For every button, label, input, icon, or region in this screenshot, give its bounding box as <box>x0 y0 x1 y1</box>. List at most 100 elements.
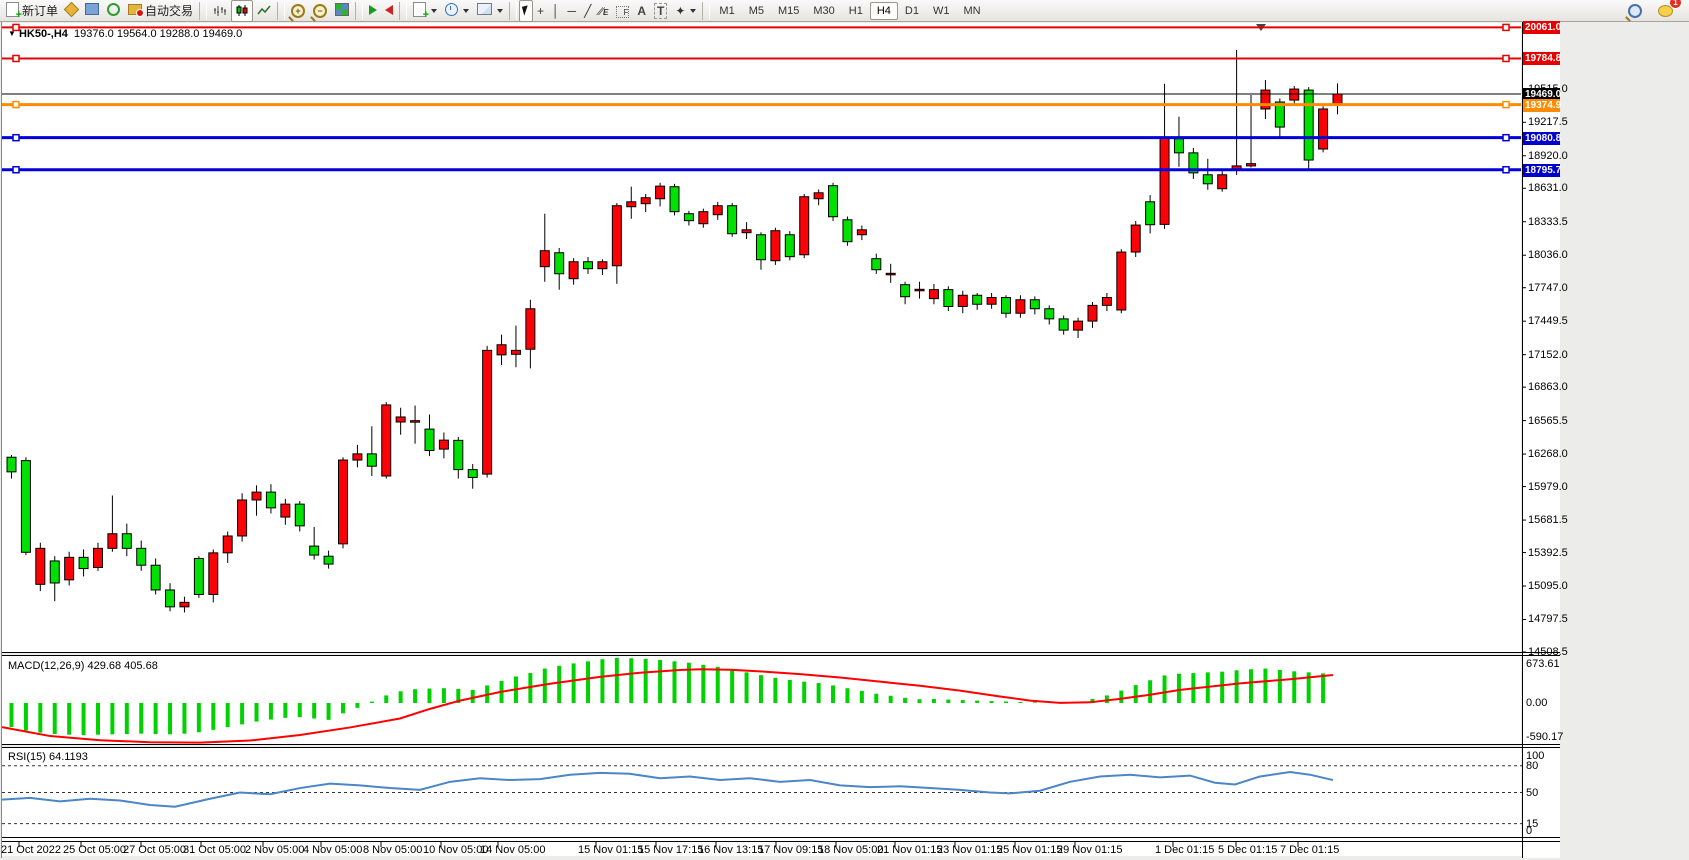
price-badge-20061.0: 20061.0 <box>1523 21 1562 35</box>
price-badge-19080.8: 19080.8 <box>1523 131 1562 145</box>
timeframe-d1[interactable]: D1 <box>904 4 919 17</box>
candle-body <box>784 234 795 258</box>
zoom-in-icon: + <box>291 3 306 18</box>
arrows-icon: ✦ <box>675 3 686 18</box>
periods-button[interactable] <box>441 0 473 22</box>
profiles-button[interactable] <box>81 0 103 22</box>
candle-body <box>92 547 103 568</box>
candle-body <box>856 229 867 236</box>
tile-windows-button[interactable] <box>331 0 353 22</box>
period-icon <box>445 2 459 19</box>
candle-body <box>1116 251 1127 311</box>
bar-chart-button[interactable] <box>209 0 231 22</box>
vertical-line-button[interactable]: │ <box>548 0 564 22</box>
trendline-button[interactable]: ╱ <box>580 0 595 22</box>
line-handle[interactable] <box>12 100 20 109</box>
chart-shift-button[interactable] <box>381 0 397 22</box>
candle-body <box>136 547 147 566</box>
market-watch-icon <box>107 2 121 19</box>
candle-body <box>366 453 377 467</box>
time-axis-label: 21 Oct 2022 <box>1 844 61 856</box>
text-label-button[interactable]: T <box>650 0 671 22</box>
line-handle[interactable] <box>1502 23 1510 32</box>
candle-body <box>568 261 579 280</box>
time-axis-label: 18 Nov 05:00 <box>818 844 884 856</box>
time-axis-label: 27 Oct 05:00 <box>123 844 186 856</box>
label-icon: T <box>654 2 668 19</box>
new-order-button[interactable]: 新订单 <box>2 0 62 22</box>
time-axis-label: 25 Oct 05:00 <box>63 844 126 856</box>
candle-body <box>265 491 276 509</box>
price-axis-label: 16863.0 <box>1528 381 1568 394</box>
crosshair-button[interactable]: + <box>533 0 548 22</box>
timeframe-w1[interactable]: W1 <box>932 4 950 17</box>
candle-body <box>6 456 17 473</box>
price-axis-label: 14797.5 <box>1528 613 1568 626</box>
arrows-button[interactable]: ✦ <box>671 0 700 22</box>
notifications-button[interactable]: 1 <box>1654 0 1682 22</box>
candle-body <box>1015 299 1026 314</box>
time-axis-label: 16 Nov 13:15 <box>698 844 764 856</box>
time-axis-label: 15 Nov 17:15 <box>638 844 704 856</box>
zoom-out-button[interactable]: − <box>309 0 331 22</box>
price-axis-label: 14508.5 <box>1528 646 1568 658</box>
market-watch-button[interactable] <box>103 0 124 22</box>
timeframe-mn[interactable]: MN <box>963 4 981 17</box>
line-handle[interactable] <box>1502 100 1510 109</box>
line-handle[interactable] <box>1502 166 1510 174</box>
autotrade-icon <box>128 3 145 18</box>
cursor-button[interactable] <box>519 0 534 22</box>
timeframe-m5[interactable]: M5 <box>748 4 764 17</box>
timeframe-m30[interactable]: M30 <box>813 4 835 17</box>
timeframe-h4[interactable]: H4 <box>869 1 898 20</box>
line-handle[interactable] <box>12 54 20 63</box>
time-axis-label: 4 Nov 05:00 <box>303 844 363 856</box>
chevron-down-icon <box>497 8 504 13</box>
line-handle[interactable] <box>1502 133 1510 142</box>
templates-button[interactable] <box>473 0 507 22</box>
line-handle[interactable] <box>12 23 20 32</box>
line-handle[interactable] <box>12 166 20 174</box>
timeframe-m1[interactable]: M1 <box>719 4 735 17</box>
candle-body <box>208 552 219 595</box>
candle-body <box>410 420 421 423</box>
hline-icon: ─ <box>567 3 577 18</box>
new-chart-button[interactable] <box>409 0 441 22</box>
timeframe-m15[interactable]: M15 <box>777 4 800 17</box>
price-axis-label: 15979.0 <box>1528 480 1568 493</box>
text-button[interactable]: A <box>633 0 650 22</box>
candle-body <box>381 404 392 477</box>
main-pane[interactable] <box>2 23 1521 652</box>
candle-body <box>323 555 334 565</box>
collapse-icon[interactable]: ▼ <box>8 29 16 38</box>
line-chart-button[interactable] <box>253 0 275 22</box>
time-axis-label: 15 Nov 01:15 <box>578 844 644 856</box>
line-handle[interactable] <box>12 133 20 142</box>
autotrading-button[interactable]: 自动交易 <box>124 0 197 22</box>
search-button[interactable] <box>1624 0 1646 22</box>
candle-body <box>1058 318 1069 331</box>
auto-scroll-button[interactable] <box>365 0 381 22</box>
toolbar-separator <box>702 1 711 20</box>
chevron-down-icon <box>690 8 697 13</box>
notification-badge: 1 <box>1669 0 1682 9</box>
fibonacci-button[interactable]: F <box>612 0 633 22</box>
chevron-down-icon <box>431 8 438 13</box>
chart-window[interactable]: ▼ HK50-,H4 19376.0 19564.0 19288.0 19469… <box>0 21 1689 860</box>
candle-body <box>107 533 118 549</box>
candle-body <box>640 197 651 205</box>
candlestick-chart-button[interactable] <box>231 0 254 22</box>
timeframe-h1[interactable]: H1 <box>848 4 863 17</box>
indicators-button[interactable] <box>62 0 81 22</box>
candle-body <box>1130 224 1141 253</box>
toolbar-separator <box>355 1 364 20</box>
line-handle[interactable] <box>1502 54 1510 63</box>
timeframe-group: M1 M5 M15 M30 H1 H4 D1 W1 MN <box>712 0 987 22</box>
horizontal-line-button[interactable]: ─ <box>564 0 581 22</box>
ohlc-values: 19376.0 19564.0 19288.0 19469.0 <box>74 28 243 40</box>
zoom-in-button[interactable]: + <box>287 0 309 22</box>
crosshair-icon: + <box>537 3 545 18</box>
chart-canvas[interactable] <box>0 22 1689 860</box>
equidistant-channel-button[interactable]: ∕∕E <box>595 0 612 22</box>
macd-label: MACD(12,26,9) 429.68 405.68 <box>8 660 158 672</box>
